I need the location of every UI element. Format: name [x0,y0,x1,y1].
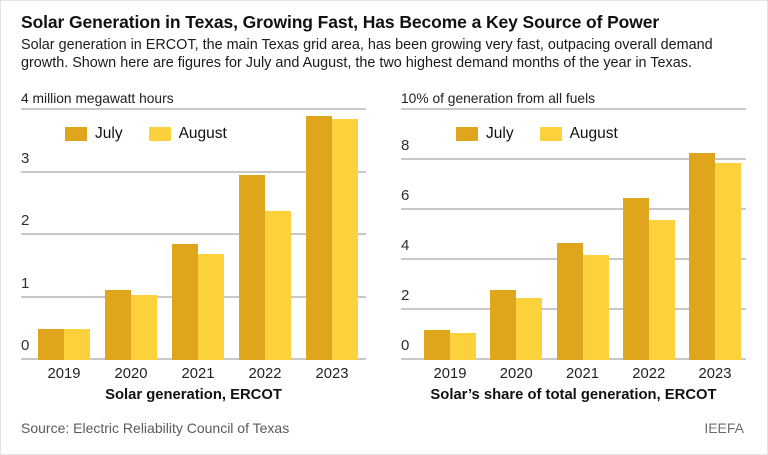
source-note: Source: Electric Reliability Council of … [21,420,290,436]
legend-label-july: July [95,125,123,142]
gridline-10 [401,108,746,110]
gridline-2 [21,233,366,235]
y-tick-label: 1 [21,274,30,292]
bar-july-2019 [424,330,450,360]
y-tick-label: 0 [21,337,30,354]
legend-label-july: July [486,125,514,142]
y-tick-label: 2 [21,212,30,229]
bar-august-2022 [265,210,291,360]
gridline-6 [401,208,746,210]
y-tick-label: 0 [401,337,410,354]
bar-august-2021 [582,255,609,360]
bar-july-2022 [239,175,265,360]
x-tick-label-2019: 2019 [47,366,81,382]
chart-solar-share: 0 2 4 6 8 2019 2020 2021 2022 2023 10% of generat… [401,91,746,421]
gridline-3 [21,170,366,173]
x-tick-label-2022: 2022 [248,366,282,382]
bar-july-2021 [172,244,198,360]
legend-label-august: August [569,125,618,142]
x-axis-title-right: Solar’s share of total generation, ERCOT [430,387,717,403]
bar-august-2019 [450,332,476,360]
x-tick-label-2019: 2019 [433,366,467,382]
legend-label-august: August [178,125,227,142]
x-tick-label-2023: 2023 [315,366,349,382]
y-tick-label: 6 [401,187,410,204]
bar-july-2020 [105,290,131,360]
bar-august-2019 [64,329,90,360]
y-tick-label: 3 [21,149,30,167]
x-tick-label-2022: 2022 [632,366,666,382]
chart-solar-generation: 0 1 2 3 2019 2020 2021 2022 2023 4 million megaw… [21,91,366,421]
bar-august-2023 [715,162,741,360]
bar-july-2022 [622,197,649,360]
x-axis-title-left: Solar generation, ERCOT [105,387,282,403]
y-axis-caption-left: 4 million megawatt hours [21,91,174,106]
y-tick-label: 2 [401,287,410,304]
x-tick-label-2021: 2021 [181,366,215,382]
legend-swatch-august [539,127,562,141]
bar-july-2020 [490,290,517,360]
x-tick-label-2023: 2023 [698,366,732,382]
subtitle: Solar generation in ERCOT, the main Texa… [21,37,713,71]
page-title: Solar Generation in Texas, Growing Fast,… [21,12,660,32]
legend-swatch-july [456,127,478,141]
legend-right: July August [456,125,644,142]
bar-august-2020 [131,295,157,360]
x-tick-label-2021: 2021 [566,366,599,382]
legend-left: July August [65,125,253,142]
legend-swatch-july [65,127,87,141]
gridline-4 [21,108,366,110]
bar-august-2023 [332,118,358,360]
y-tick-label: 4 [401,237,410,254]
legend-swatch-august [148,127,171,141]
credit-ieefa: IEEFA [704,420,744,436]
bar-july-2023 [306,116,332,360]
x-tick-label-2020: 2020 [114,366,148,382]
bar-august-2022 [648,220,675,360]
bar-august-2021 [198,253,224,360]
y-tick-label: 8 [401,137,410,154]
gridline-8 [401,158,746,160]
bar-august-2020 [516,297,543,360]
x-tick-label-2020: 2020 [499,366,533,382]
bar-july-2023 [689,152,715,360]
y-axis-caption-right: 10% of generation from all fuels [401,91,596,106]
bar-july-2019 [38,328,64,360]
plot-area-left: 0 1 2 3 2019 2020 2021 2022 2023 [21,91,366,391]
bar-july-2021 [556,242,583,360]
plot-area-right: 0 2 4 6 8 2019 2020 2021 2022 2023 [401,91,746,391]
